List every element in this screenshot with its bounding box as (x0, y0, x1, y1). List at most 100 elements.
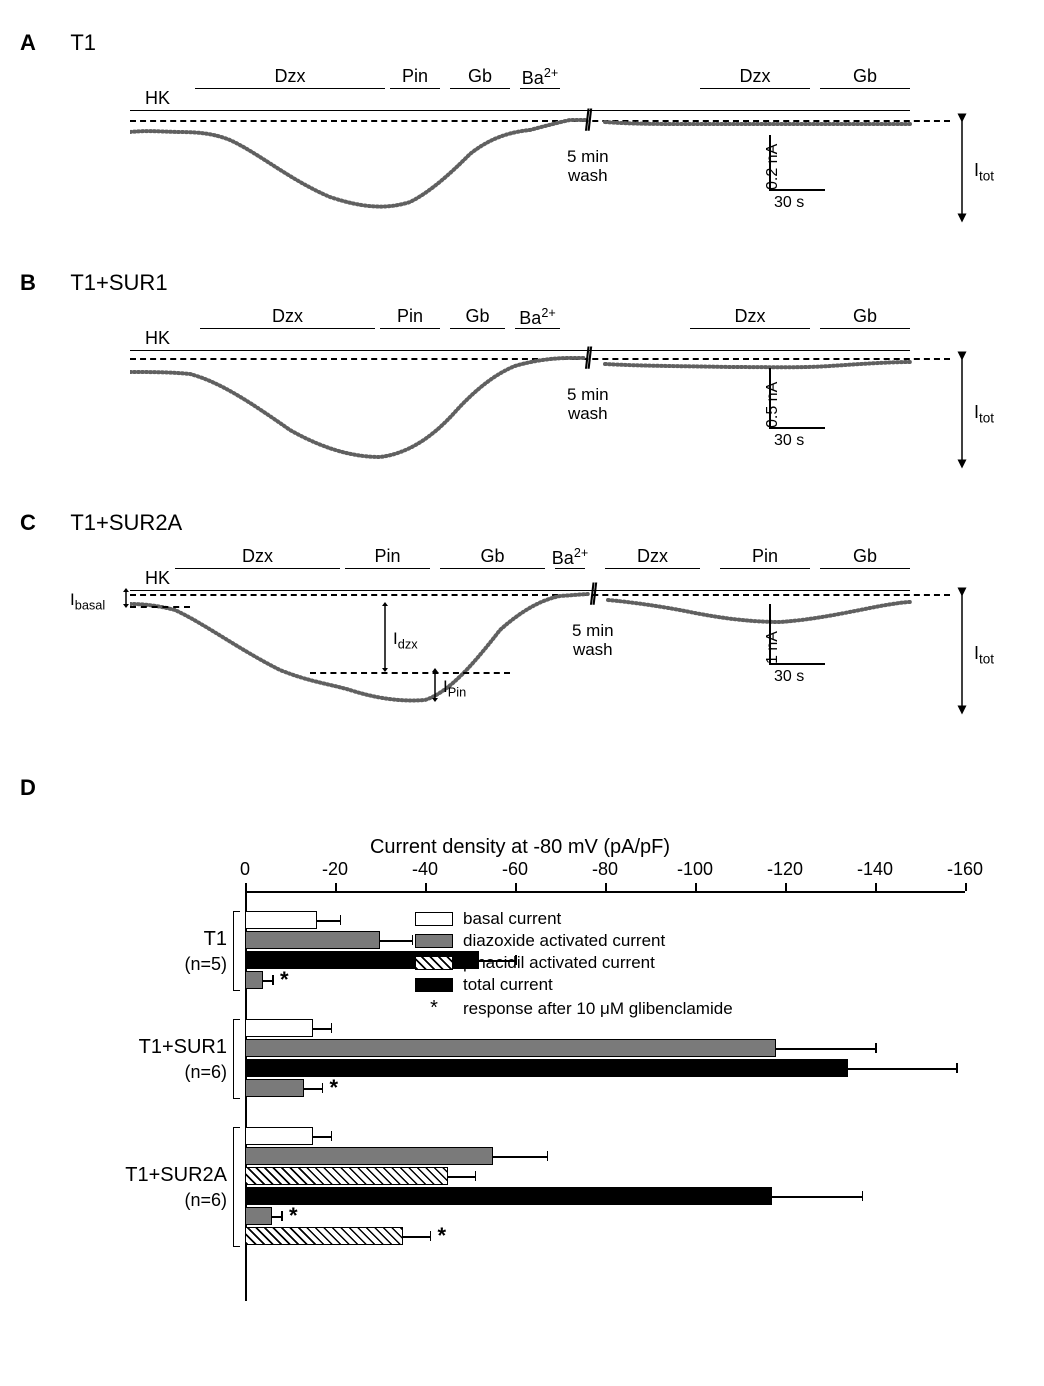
error-cap (322, 1083, 324, 1093)
panel-a-title: T1 (70, 30, 96, 55)
axis-tick-label: -140 (857, 859, 893, 880)
panel-d: D Current density at -80 mV (pA/pF)0-20-… (20, 775, 1024, 1316)
axis-tick-label: 0 (240, 859, 250, 880)
error-bar (848, 1068, 956, 1070)
group-label: T1+SUR2A(n=6) (47, 1163, 227, 1213)
error-cap (862, 1191, 864, 1201)
legend-swatch (415, 956, 453, 970)
legend-text: basal current (463, 909, 561, 929)
axis-tick-label: -40 (412, 859, 438, 880)
wash-label: 5 minwash (567, 148, 609, 185)
error-bar (403, 1236, 430, 1238)
axis-tick-label: -120 (767, 859, 803, 880)
error-cap (281, 1211, 283, 1221)
data-bar (245, 1019, 313, 1037)
axis-tick (965, 883, 967, 891)
legend-swatch (415, 934, 453, 948)
bar-chart: Current density at -80 mV (pA/pF)0-20-40… (20, 836, 1020, 1316)
trace-break: // (585, 342, 590, 376)
significance-star: * (289, 1203, 298, 1229)
idzx-label: Idzx (393, 629, 418, 651)
axis-tick (695, 883, 697, 891)
group-bracket (233, 911, 240, 991)
legend-row: basal current (415, 909, 733, 929)
legend-text: diazoxide activated current (463, 931, 665, 951)
legend-text: total current (463, 975, 553, 995)
panel-b-title: T1+SUR1 (70, 270, 167, 295)
error-cap (475, 1171, 477, 1181)
ipin-label: IPin (443, 677, 466, 699)
error-bar (493, 1156, 547, 1158)
error-bar (448, 1176, 475, 1178)
error-cap (331, 1131, 333, 1141)
significance-star: * (438, 1223, 447, 1249)
data-bar (245, 1167, 448, 1185)
ibasal-arrow (118, 588, 138, 612)
axis-tick (785, 883, 787, 891)
error-cap (430, 1231, 432, 1241)
panel-d-letter: D (20, 775, 36, 800)
trace-c: HKDzxPinGbBa2+DzxPinGb//5 minwash1 nA30 … (130, 542, 950, 747)
axis-tick-label: -60 (502, 859, 528, 880)
error-cap (331, 1023, 333, 1033)
legend-swatch (415, 978, 453, 992)
data-bar (245, 1187, 772, 1205)
group-label: T1(n=5) (47, 927, 227, 977)
axis-tick (425, 883, 427, 891)
trace-a: HKDzxPinGbBa2+DzxGb//5 minwash0.2 nA30 s… (130, 62, 950, 242)
trace-b: HKDzxPinGbBa2+DzxGb//5 minwash0.5 nA30 s… (130, 302, 950, 482)
legend-row: total current (415, 975, 733, 995)
scale-y-label: 0.5 nA (764, 382, 782, 428)
axis-tick-label: -100 (677, 859, 713, 880)
panel-c-letter: C (20, 510, 36, 535)
legend-swatch (415, 912, 453, 926)
panel-b: B T1+SUR1 HKDzxPinGbBa2+DzxGb//5 minwash… (20, 270, 1024, 482)
panel-a-letter: A (20, 30, 36, 55)
legend: basal currentdiazoxide activated current… (415, 909, 733, 1022)
axis-tick (605, 883, 607, 891)
dash-hk (130, 606, 190, 608)
axis-tick-label: -80 (592, 859, 618, 880)
group-label: T1+SUR1(n=6) (47, 1035, 227, 1085)
data-bar (245, 911, 317, 929)
data-bar (245, 1147, 493, 1165)
error-bar (772, 1196, 862, 1198)
itot-label: Itot (974, 402, 994, 426)
scale-x-label: 30 s (774, 194, 804, 212)
itot-label: Itot (974, 643, 994, 667)
scale-x-label: 30 s (774, 432, 804, 450)
group-bracket (233, 1127, 240, 1247)
data-bar (245, 971, 263, 989)
axis-tick (875, 883, 877, 891)
panel-c-title: T1+SUR2A (70, 510, 182, 535)
data-bar (245, 1039, 776, 1057)
legend-row: *response after 10 μM glibenclamide (415, 997, 733, 1020)
data-bar (245, 1207, 272, 1225)
legend-text: pinacidil activated current (463, 953, 655, 973)
significance-star: * (330, 1075, 339, 1101)
error-cap (875, 1043, 877, 1053)
error-bar (313, 1028, 331, 1030)
panel-c: C T1+SUR2A HKDzxPinGbBa2+DzxPinGb//5 min… (20, 510, 1024, 747)
panel-b-letter: B (20, 270, 36, 295)
error-cap (547, 1151, 549, 1161)
panel-a-header: A T1 (20, 30, 1024, 56)
scale-y-label: 0.2 nA (764, 144, 782, 190)
chart-title: Current density at -80 mV (pA/pF) (370, 836, 670, 859)
legend-row: diazoxide activated current (415, 931, 733, 951)
dash-idzx (310, 672, 510, 674)
error-cap (956, 1063, 958, 1073)
axis-tick-label: -160 (947, 859, 983, 880)
error-bar (272, 1216, 281, 1218)
error-cap (272, 975, 274, 985)
legend-row: pinacidil activated current (415, 953, 733, 973)
wash-label: 5 minwash (572, 622, 614, 659)
significance-star: * (280, 967, 289, 993)
error-bar (776, 1048, 875, 1050)
legend-star: * (415, 997, 453, 1020)
data-bar (245, 931, 380, 949)
data-bar (245, 1079, 304, 1097)
panel-d-header: D (20, 775, 1024, 801)
data-bar (245, 1127, 313, 1145)
error-bar (263, 980, 272, 982)
